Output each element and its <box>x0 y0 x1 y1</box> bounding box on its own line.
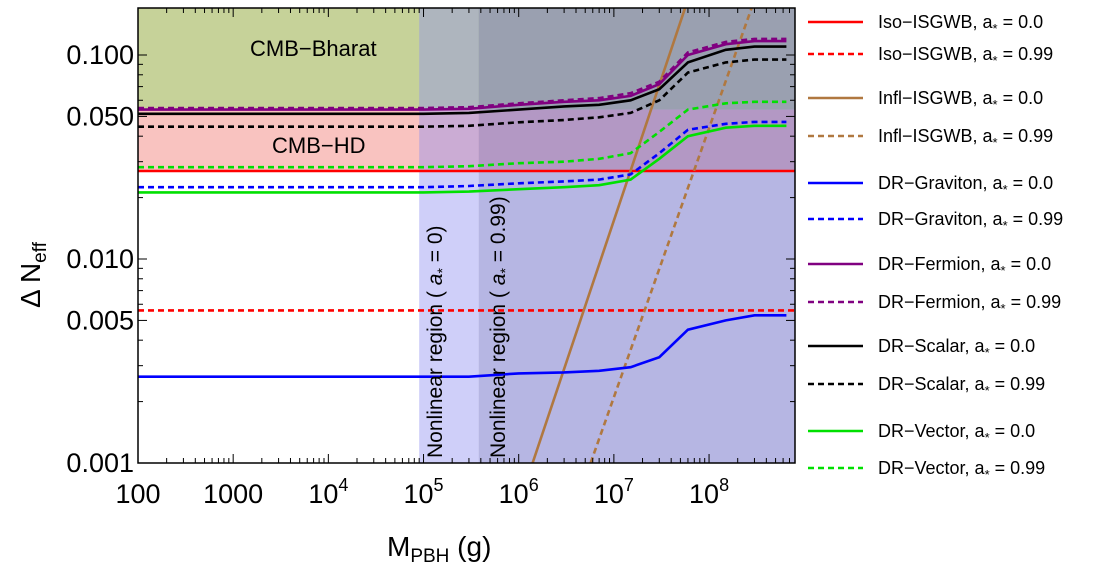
legend-item: DR−Graviton, a* = 0.0 <box>808 173 1053 197</box>
legend-item: DR−Fermion, a* = 0.0 <box>808 254 1051 278</box>
axes: 100 1000 104 105 106 107 108 0.001 0.005 0.010 0.0… <box>66 7 796 509</box>
nonlinear-region-a0-label: Nonlinear region ( a* = 0) <box>424 225 450 458</box>
series-line-3 <box>589 8 753 463</box>
series-line-8 <box>138 45 787 116</box>
x-tick-label: 1000 <box>203 479 263 509</box>
legend-label: DR−Graviton, a* = 0.0 <box>878 173 1053 197</box>
x-tick-label: 108 <box>689 475 729 509</box>
series-line-5 <box>138 120 787 189</box>
series-line-9 <box>138 58 787 128</box>
legend-label: Iso−ISGWB, a* = 0.0 <box>878 12 1043 36</box>
x-tick-label: 105 <box>403 475 443 509</box>
legend-label: Infl−ISGWB, a* = 0.99 <box>878 126 1053 150</box>
legend-label: DR−Vector, a* = 0.99 <box>878 458 1045 482</box>
x-tick-label: 100 <box>115 479 160 509</box>
legend-label: Infl−ISGWB, a* = 0.0 <box>878 88 1043 112</box>
legend-label: DR−Vector, a* = 0.0 <box>878 421 1035 445</box>
legend: Iso−ISGWB, a* = 0.0 Iso−ISGWB, a* = 0.99 I… <box>808 12 1063 482</box>
series-line-6 <box>138 39 787 111</box>
legend-item: DR−Graviton, a* = 0.99 <box>808 209 1063 233</box>
legend-label: DR−Graviton, a* = 0.99 <box>878 209 1063 233</box>
legend-label: DR−Fermion, a* = 0.99 <box>878 292 1061 316</box>
legend-item: Iso−ISGWB, a* = 0.99 <box>808 44 1053 68</box>
x-tick-label: 104 <box>308 475 348 509</box>
series-line-7 <box>138 37 787 110</box>
cmb-bharat-label: CMB−Bharat <box>250 36 377 61</box>
x-axis-title: MPBH (g) <box>387 531 491 563</box>
y-tick-label: 0.050 <box>66 101 134 131</box>
legend-item: Infl−ISGWB, a* = 0.99 <box>808 126 1053 150</box>
plot-frame <box>137 7 796 464</box>
legend-label: DR−Fermion, a* = 0.0 <box>878 254 1051 278</box>
x-tick-label: 106 <box>499 475 539 509</box>
y-tick-label: 0.001 <box>66 448 134 478</box>
series-line-11 <box>138 100 787 169</box>
x-tick-label: 107 <box>594 475 634 509</box>
series-line-4 <box>138 313 787 379</box>
legend-item: Infl−ISGWB, a* = 0.0 <box>808 88 1043 112</box>
cmb-hd-label: CMB−HD <box>272 133 366 158</box>
nonlinear-region-a099-label: Nonlinear region ( a* = 0.99) <box>487 196 513 458</box>
legend-item: DR−Scalar, a* = 0.99 <box>808 374 1045 398</box>
legend-label: Iso−ISGWB, a* = 0.99 <box>878 44 1053 68</box>
legend-item: DR−Scalar, a* = 0.0 <box>808 336 1035 360</box>
legend-item: DR−Fermion, a* = 0.99 <box>808 292 1061 316</box>
series-line-10 <box>138 124 787 194</box>
legend-label: DR−Scalar, a* = 0.0 <box>878 336 1035 360</box>
y-tick-label: 0.100 <box>66 40 134 70</box>
y-tick-label: 0.010 <box>66 244 134 274</box>
legend-item: DR−Vector, a* = 0.0 <box>808 421 1035 445</box>
y-tick-label: 0.005 <box>66 305 134 335</box>
y-axis-title: Δ Neff <box>15 241 51 308</box>
legend-label: DR−Scalar, a* = 0.99 <box>878 374 1045 398</box>
plot-area: CMB−Bharat CMB−HD Nonlinear region ( a* = … <box>138 8 795 463</box>
legend-item: DR−Vector, a* = 0.99 <box>808 458 1045 482</box>
nonlinear-region-a0 <box>419 8 479 463</box>
nonlinear-region-a099 <box>478 8 795 463</box>
legend-item: Iso−ISGWB, a* = 0.0 <box>808 12 1043 36</box>
